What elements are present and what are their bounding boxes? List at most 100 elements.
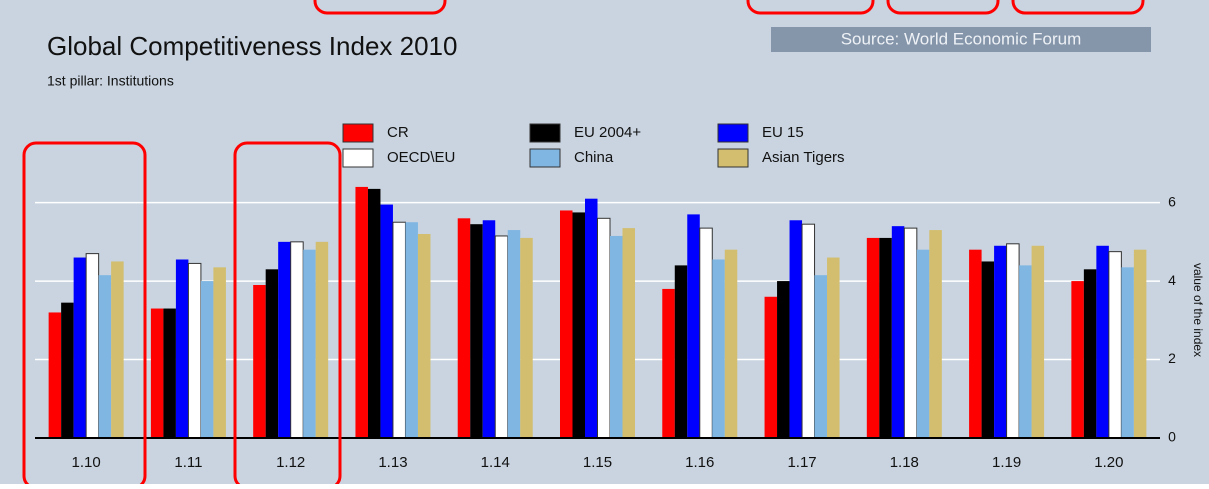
bar bbox=[814, 275, 828, 438]
bar bbox=[111, 261, 124, 438]
bar bbox=[712, 259, 725, 438]
bar bbox=[253, 285, 266, 438]
bar bbox=[916, 249, 930, 438]
x-tick-label: 1.19 bbox=[992, 454, 1021, 471]
bar bbox=[61, 302, 74, 438]
x-tick-label: 1.12 bbox=[276, 454, 305, 471]
bar bbox=[1019, 265, 1032, 438]
bar bbox=[879, 237, 892, 438]
bar bbox=[355, 186, 368, 438]
bar bbox=[187, 262, 202, 439]
legend-swatch bbox=[717, 148, 749, 168]
bar bbox=[1006, 243, 1020, 439]
bar bbox=[560, 210, 573, 438]
x-tick-label: 1.17 bbox=[787, 454, 816, 471]
bar bbox=[73, 257, 87, 438]
bar bbox=[520, 237, 533, 438]
chart-subtitle: 1st pillar: Institutions bbox=[47, 73, 174, 89]
bar bbox=[827, 257, 840, 438]
legend-label: OECD\EU bbox=[387, 149, 455, 166]
source: Source: World Economic Forum bbox=[841, 29, 1082, 48]
bar bbox=[315, 241, 329, 438]
bar bbox=[85, 253, 100, 439]
bar bbox=[150, 308, 164, 438]
bar bbox=[457, 218, 471, 438]
bar bbox=[891, 226, 905, 438]
bar bbox=[494, 235, 509, 439]
bar bbox=[801, 223, 816, 439]
legend-swatch bbox=[342, 148, 374, 168]
x-tick-label: 1.18 bbox=[890, 454, 919, 471]
bar bbox=[278, 241, 291, 438]
bar bbox=[724, 249, 738, 438]
x-tick-label: 1.20 bbox=[1094, 454, 1123, 471]
bar bbox=[405, 222, 418, 438]
legend-label: Asian Tigers bbox=[762, 149, 845, 166]
bar bbox=[777, 281, 790, 438]
x-tick-label: 1.10 bbox=[72, 454, 101, 471]
x-tick-label: 1.16 bbox=[685, 454, 714, 471]
bar bbox=[392, 221, 406, 439]
bar bbox=[585, 198, 598, 438]
bar bbox=[98, 275, 112, 438]
bar bbox=[687, 214, 700, 438]
bar bbox=[303, 249, 316, 438]
bar bbox=[662, 288, 675, 438]
legend-label: China bbox=[574, 149, 614, 166]
legend-swatch bbox=[717, 123, 749, 143]
bar bbox=[507, 230, 521, 438]
legend-label: EU 2004+ bbox=[574, 124, 641, 141]
x-tick-label: 1.14 bbox=[481, 454, 510, 471]
bar bbox=[213, 267, 226, 438]
legend-swatch bbox=[529, 123, 561, 143]
bar bbox=[175, 259, 189, 438]
bar bbox=[572, 212, 585, 438]
highlight-box bbox=[746, 0, 875, 15]
bar bbox=[1121, 267, 1134, 438]
legend-label: EU 15 bbox=[762, 124, 804, 141]
legend-label: CR bbox=[387, 124, 409, 141]
bar bbox=[470, 224, 483, 438]
bar bbox=[417, 234, 431, 438]
source-box bbox=[771, 27, 1151, 52]
bar bbox=[1133, 249, 1147, 438]
bar bbox=[1071, 281, 1084, 438]
bar bbox=[290, 241, 304, 439]
bar bbox=[903, 227, 918, 439]
bar bbox=[1083, 269, 1097, 438]
bar bbox=[610, 235, 623, 438]
bar bbox=[981, 261, 995, 438]
bar bbox=[48, 312, 62, 438]
bar bbox=[764, 296, 778, 438]
bar bbox=[1108, 251, 1122, 439]
bar bbox=[789, 220, 803, 438]
bar bbox=[380, 204, 393, 438]
bar bbox=[622, 228, 635, 438]
bar bbox=[1096, 245, 1109, 438]
x-tick-label: 1.15 bbox=[583, 454, 612, 471]
bar bbox=[367, 188, 381, 438]
y-tick-label: 0 bbox=[1168, 429, 1176, 445]
bar bbox=[163, 308, 176, 438]
bar bbox=[969, 249, 982, 438]
highlight-box bbox=[313, 0, 447, 15]
highlight-box bbox=[1011, 0, 1145, 15]
x-tick-label: 1.13 bbox=[378, 454, 407, 471]
bar bbox=[994, 245, 1007, 438]
bar bbox=[265, 269, 279, 438]
chart-title: Global Competitiveness Index 2010 bbox=[47, 31, 457, 61]
legend-swatch bbox=[529, 148, 561, 168]
bar bbox=[866, 237, 880, 438]
bar bbox=[929, 230, 942, 438]
bar bbox=[482, 220, 496, 438]
x-tick-label: 1.11 bbox=[174, 454, 202, 471]
bar bbox=[200, 281, 214, 438]
bar bbox=[597, 217, 611, 439]
y-tick-label: 6 bbox=[1168, 193, 1176, 209]
y-tick-label: 4 bbox=[1168, 272, 1176, 288]
bar bbox=[674, 265, 688, 438]
bar bbox=[1031, 245, 1045, 438]
y-axis-label: value of the index bbox=[1191, 263, 1205, 357]
y-tick-label: 2 bbox=[1168, 350, 1176, 366]
bar bbox=[699, 227, 713, 439]
